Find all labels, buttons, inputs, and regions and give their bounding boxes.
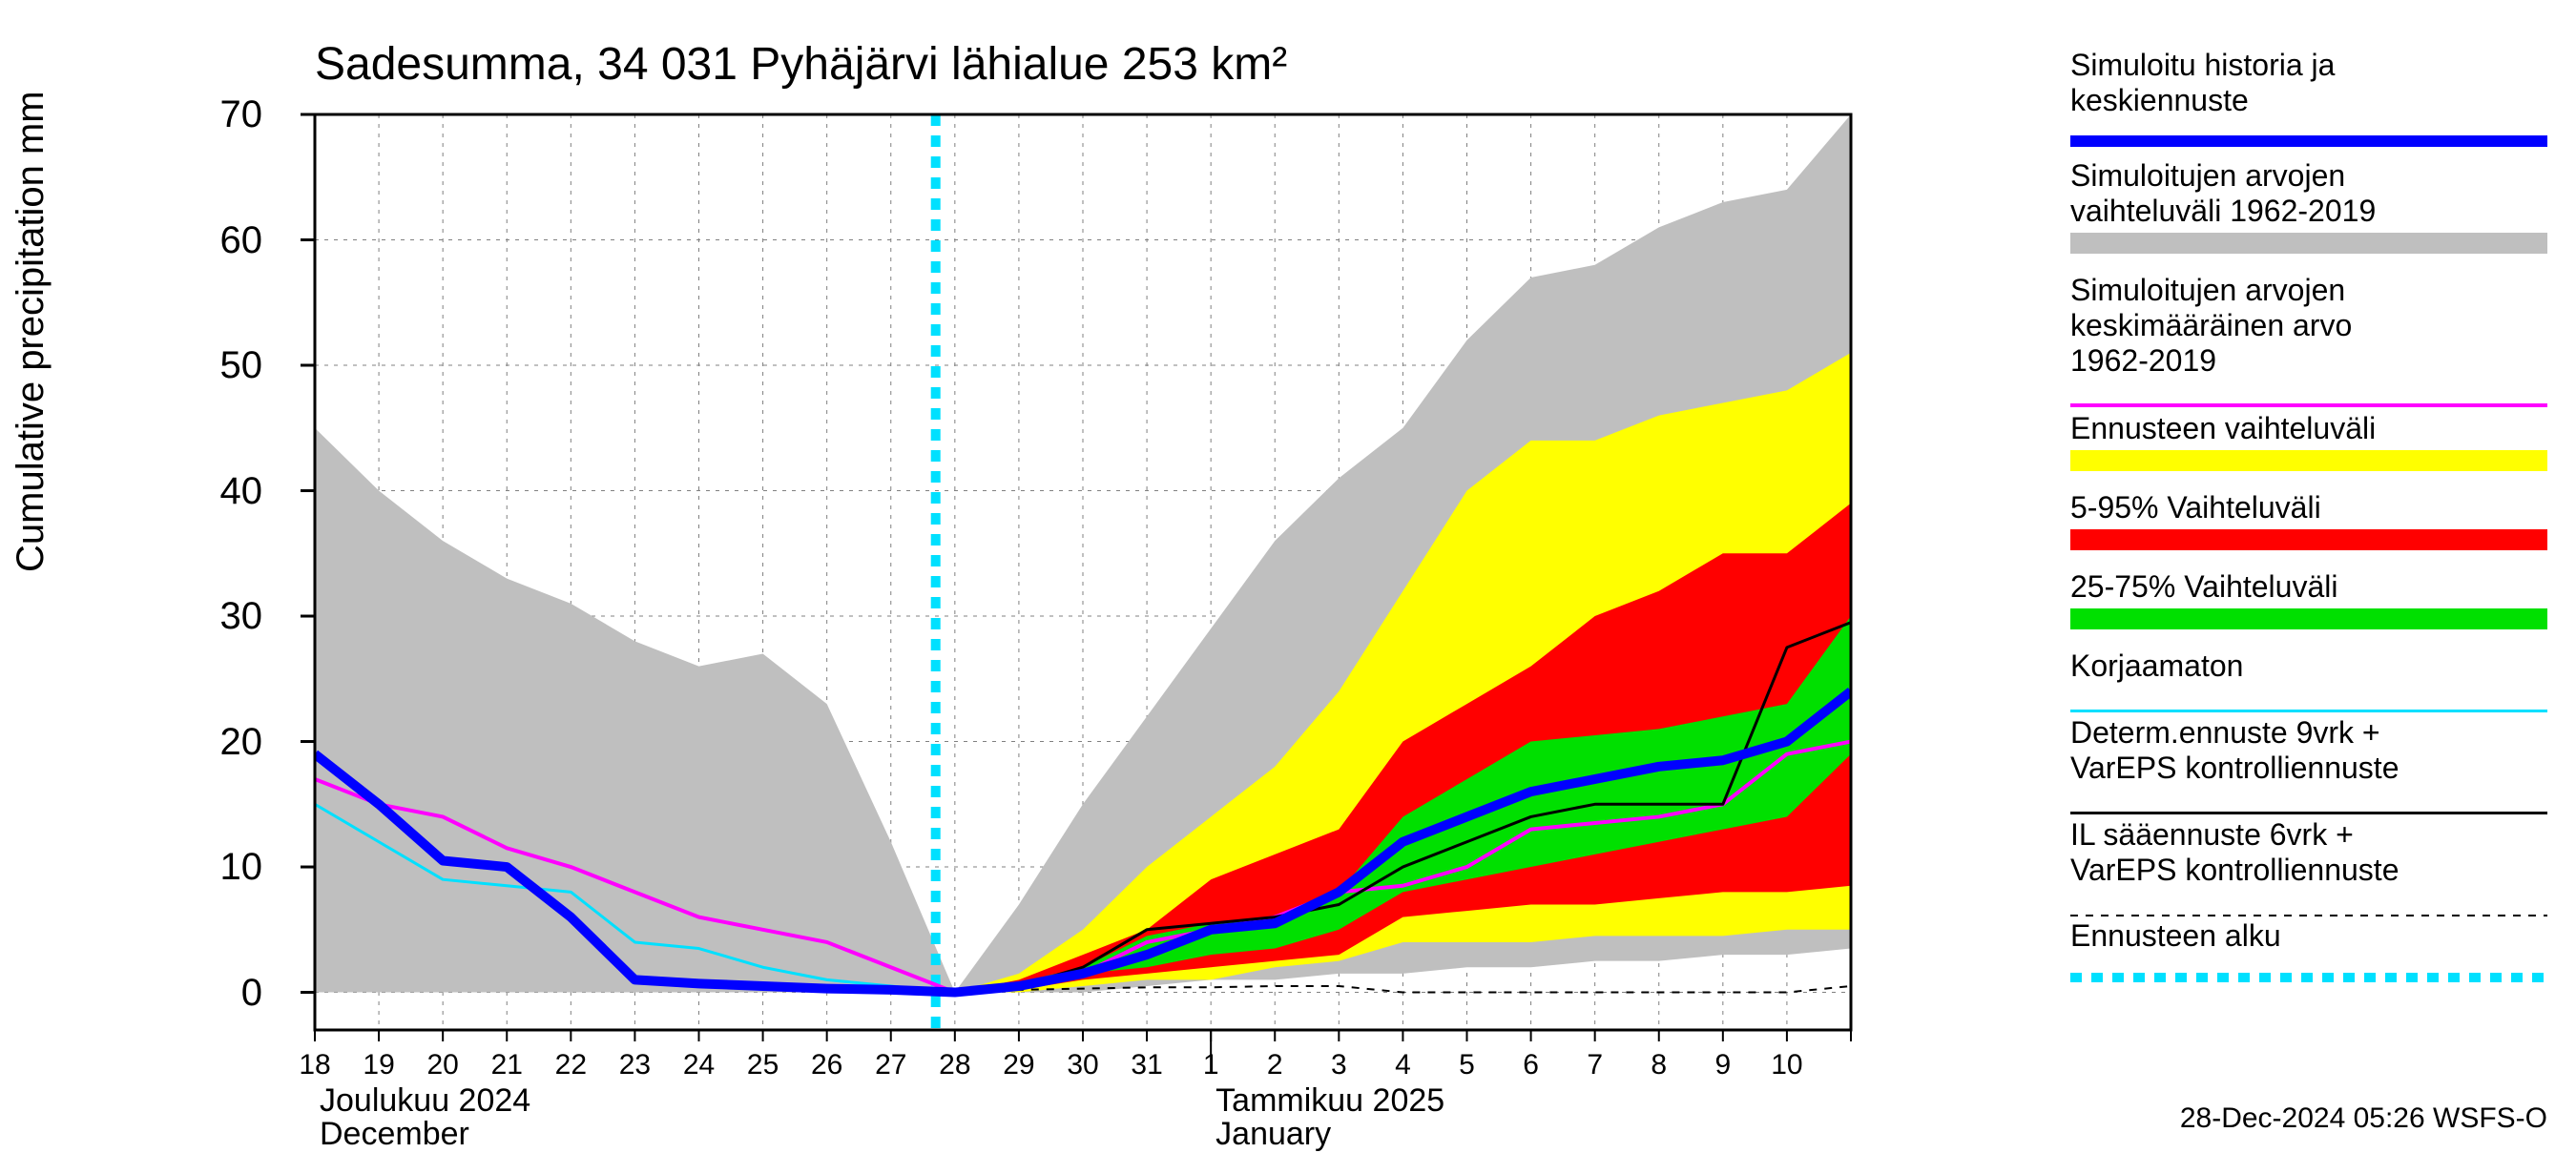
legend-label: 1962-2019 <box>2070 343 2547 379</box>
x-tick-label: 5 <box>1448 1049 1486 1081</box>
legend-label: 5-95% Vaihteluväli <box>2070 490 2547 525</box>
footer-timestamp: 28-Dec-2024 05:26 WSFS-O <box>2180 1102 2547 1135</box>
legend-item: Determ.ennuste 9vrk +VarEPS kontrollienn… <box>2070 715 2547 798</box>
legend-item: IL sääennuste 6vrk + VarEPS kontrollienn… <box>2070 817 2547 899</box>
legend-swatch <box>2070 957 2547 973</box>
y-tick-label: 70 <box>167 93 262 136</box>
legend-item: 25-75% Vaihteluväli <box>2070 569 2547 629</box>
legend-swatch <box>2070 688 2547 696</box>
legend-label: keskimääräinen arvo <box>2070 308 2547 343</box>
legend-item: 5-95% Vaihteluväli <box>2070 490 2547 550</box>
legend-label: Korjaamaton <box>2070 649 2547 684</box>
legend-swatch <box>2070 382 2547 392</box>
x-tick-label: 29 <box>1000 1049 1038 1081</box>
legend-swatch <box>2070 529 2547 550</box>
legend-label: Simuloitujen arvojen <box>2070 158 2547 194</box>
x-tick-label: 22 <box>551 1049 590 1081</box>
legend-label: Ennusteen alku <box>2070 918 2547 954</box>
x-tick-label: 2 <box>1256 1049 1294 1081</box>
x-tick-label: 27 <box>872 1049 910 1081</box>
legend: Simuloitu historia jakeskiennusteSimuloi… <box>2070 48 2547 992</box>
legend-label: Ennusteen vaihteluväli <box>2070 411 2547 446</box>
legend-swatch <box>2070 790 2547 798</box>
y-tick-label: 40 <box>167 470 262 513</box>
legend-label: Simuloitu historia ja <box>2070 48 2547 83</box>
x-tick-label: 24 <box>680 1049 718 1081</box>
legend-swatch <box>2070 608 2547 629</box>
x-tick-label: 25 <box>744 1049 782 1081</box>
x-tick-label: 10 <box>1768 1049 1806 1081</box>
legend-label: Simuloitujen arvojen <box>2070 273 2547 308</box>
month-label-fi: Joulukuu 2024 <box>320 1082 530 1120</box>
x-tick-label: 28 <box>936 1049 974 1081</box>
x-tick-label: 1 <box>1192 1049 1230 1081</box>
x-tick-label: 6 <box>1512 1049 1550 1081</box>
x-tick-label: 7 <box>1576 1049 1614 1081</box>
legend-item: Ennusteen vaihteluväli <box>2070 411 2547 471</box>
x-tick-label: 26 <box>808 1049 846 1081</box>
month-label-en: December <box>320 1116 469 1153</box>
legend-label: VarEPS kontrolliennuste <box>2070 853 2547 888</box>
x-tick-label: 8 <box>1640 1049 1678 1081</box>
x-tick-label: 30 <box>1064 1049 1102 1081</box>
legend-swatch <box>2070 233 2547 254</box>
legend-swatch <box>2070 122 2547 139</box>
legend-item: Korjaamaton <box>2070 649 2547 696</box>
legend-label: vaihteluväli 1962-2019 <box>2070 194 2547 229</box>
legend-label: Determ.ennuste 9vrk + <box>2070 715 2547 751</box>
legend-item: Simuloitu historia jakeskiennuste <box>2070 48 2547 139</box>
x-tick-label: 4 <box>1383 1049 1422 1081</box>
legend-label: VarEPS kontrolliennuste <box>2070 751 2547 786</box>
y-tick-label: 0 <box>167 972 262 1015</box>
page: Cumulative precipitation mm Sadesumma, 3… <box>0 0 2576 1144</box>
x-tick-label: 18 <box>296 1049 334 1081</box>
legend-item: Simuloitujen arvojenkeskimääräinen arvo … <box>2070 273 2547 392</box>
month-label-en: January <box>1215 1116 1331 1153</box>
x-tick-label: 9 <box>1704 1049 1742 1081</box>
legend-label: keskiennuste <box>2070 83 2547 118</box>
legend-item: Ennusteen alku <box>2070 918 2547 973</box>
x-tick-label: 21 <box>488 1049 526 1081</box>
legend-swatch <box>2070 450 2547 471</box>
month-label-fi: Tammikuu 2025 <box>1215 1082 1444 1120</box>
legend-label: IL sääennuste 6vrk + <box>2070 817 2547 853</box>
y-tick-label: 10 <box>167 846 262 889</box>
x-tick-label: 20 <box>424 1049 462 1081</box>
legend-label: 25-75% Vaihteluväli <box>2070 569 2547 605</box>
x-tick-label: 3 <box>1319 1049 1358 1081</box>
x-tick-label: 19 <box>360 1049 398 1081</box>
x-tick-label: 23 <box>615 1049 654 1081</box>
x-tick-label: 31 <box>1128 1049 1166 1081</box>
y-tick-label: 20 <box>167 721 262 764</box>
y-tick-label: 30 <box>167 595 262 638</box>
y-tick-label: 60 <box>167 219 262 262</box>
legend-swatch <box>2070 892 2547 899</box>
y-tick-label: 50 <box>167 344 262 387</box>
legend-item: Simuloitujen arvojenvaihteluväli 1962-20… <box>2070 158 2547 254</box>
